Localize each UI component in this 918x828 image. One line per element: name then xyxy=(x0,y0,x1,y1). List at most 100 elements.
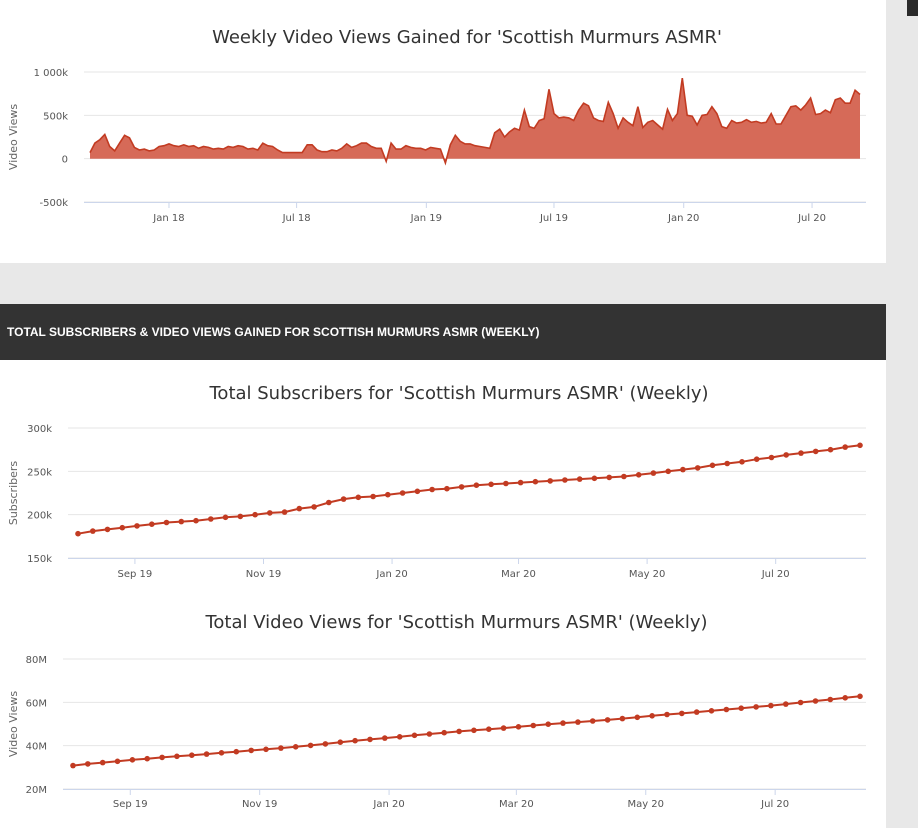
data-point xyxy=(396,734,403,740)
data-point xyxy=(486,726,492,732)
data-point xyxy=(296,505,303,512)
data-point xyxy=(783,452,789,458)
chart-title: Weekly Video Views Gained for 'Scottish … xyxy=(212,27,722,48)
data-point xyxy=(458,484,465,490)
data-point xyxy=(252,511,258,518)
x-tick-label: Jan 20 xyxy=(375,569,407,580)
y-tick-label: 200k xyxy=(27,511,52,522)
data-point xyxy=(665,468,671,475)
data-point xyxy=(768,454,775,461)
data-point xyxy=(783,701,789,707)
data-point xyxy=(545,721,551,727)
data-point xyxy=(163,519,170,526)
data-point xyxy=(263,746,269,753)
data-point xyxy=(322,741,329,747)
data-point xyxy=(281,509,288,515)
x-tick-label: Jul 19 xyxy=(539,213,568,224)
x-tick-label: Jul 20 xyxy=(760,799,789,810)
y-tick-label: 40M xyxy=(26,742,47,753)
data-point xyxy=(456,728,462,735)
data-point xyxy=(99,759,106,766)
section-header-text: TOTAL SUBSCRIBERS & VIDEO VIEWS GAINED F… xyxy=(7,325,540,339)
data-point xyxy=(311,504,317,510)
data-point xyxy=(399,490,406,496)
scrollbar-thumb[interactable] xyxy=(907,0,918,16)
chart-panel-totals xyxy=(0,360,886,828)
data-point xyxy=(768,702,774,709)
data-point xyxy=(753,704,759,710)
data-point xyxy=(842,695,848,701)
data-point xyxy=(248,747,254,754)
x-tick-label: Jul 18 xyxy=(282,213,311,224)
chart-title: Total Video Views for 'Scottish Murmurs … xyxy=(204,612,707,633)
data-point xyxy=(178,518,185,525)
data-point xyxy=(812,448,819,455)
data-point xyxy=(203,751,210,757)
data-point xyxy=(370,493,376,500)
chart-weekly-video-views: Weekly Video Views Gained for 'Scottish … xyxy=(7,27,866,224)
section-header: TOTAL SUBSCRIBERS & VIDEO VIEWS GAINED F… xyxy=(0,304,886,360)
x-tick-label: Jul 20 xyxy=(797,213,826,224)
data-point xyxy=(189,752,195,758)
data-point xyxy=(292,744,299,750)
data-point xyxy=(708,708,715,714)
x-tick-label: Mar 20 xyxy=(501,569,536,580)
data-point xyxy=(70,762,76,769)
data-point xyxy=(337,739,344,745)
data-point xyxy=(857,693,863,700)
chart-total-subscribers: Total Subscribers for 'Scottish Murmurs … xyxy=(7,383,866,580)
data-point xyxy=(134,523,140,529)
x-tick-label: Mar 20 xyxy=(499,799,534,810)
data-point xyxy=(619,715,626,722)
data-point xyxy=(90,528,96,534)
data-point xyxy=(104,526,111,533)
data-point xyxy=(233,748,240,755)
data-point xyxy=(267,510,273,516)
data-point xyxy=(562,477,568,483)
y-tick-label: 20M xyxy=(26,785,47,796)
data-point xyxy=(237,513,244,520)
chart-title: Total Subscribers for 'Scottish Murmurs … xyxy=(209,383,709,404)
data-point xyxy=(340,496,347,502)
data-point xyxy=(367,736,373,743)
data-point xyxy=(355,494,362,501)
chart-total-video-views: Total Video Views for 'Scottish Murmurs … xyxy=(7,612,866,810)
x-tick-label: Nov 19 xyxy=(242,799,277,810)
data-point xyxy=(664,711,670,718)
data-point xyxy=(222,514,229,521)
data-point xyxy=(738,705,744,711)
data-point xyxy=(144,755,150,762)
x-tick-label: May 20 xyxy=(627,799,664,810)
data-point xyxy=(575,719,581,725)
y-tick-label: 500k xyxy=(43,111,68,122)
data-point xyxy=(709,462,716,469)
x-tick-label: Jan 19 xyxy=(410,213,442,224)
x-tick-label: May 20 xyxy=(629,569,666,580)
data-point xyxy=(842,444,848,450)
data-point xyxy=(517,479,524,486)
data-point xyxy=(114,758,121,765)
y-tick-label: 0 xyxy=(62,155,68,166)
y-axis-label: Subscribers xyxy=(7,461,20,526)
data-point xyxy=(635,472,642,478)
data-point xyxy=(723,706,730,713)
data-point xyxy=(411,732,418,739)
data-point xyxy=(352,737,358,744)
x-tick-label: Sep 19 xyxy=(113,799,148,810)
data-point xyxy=(604,717,611,723)
data-point xyxy=(488,481,494,488)
data-point xyxy=(812,698,819,704)
y-tick-label: 1 000k xyxy=(34,68,69,79)
data-point xyxy=(307,742,314,749)
data-point xyxy=(739,459,745,465)
x-tick-label: Sep 19 xyxy=(118,569,153,580)
y-tick-label: 250k xyxy=(27,467,52,478)
data-point xyxy=(473,482,480,488)
data-point xyxy=(547,478,553,484)
data-point xyxy=(500,725,507,731)
data-point xyxy=(208,516,214,522)
data-point xyxy=(591,475,598,482)
data-point xyxy=(129,757,136,763)
data-point xyxy=(326,499,332,506)
x-tick-label: Jul 20 xyxy=(761,569,790,580)
